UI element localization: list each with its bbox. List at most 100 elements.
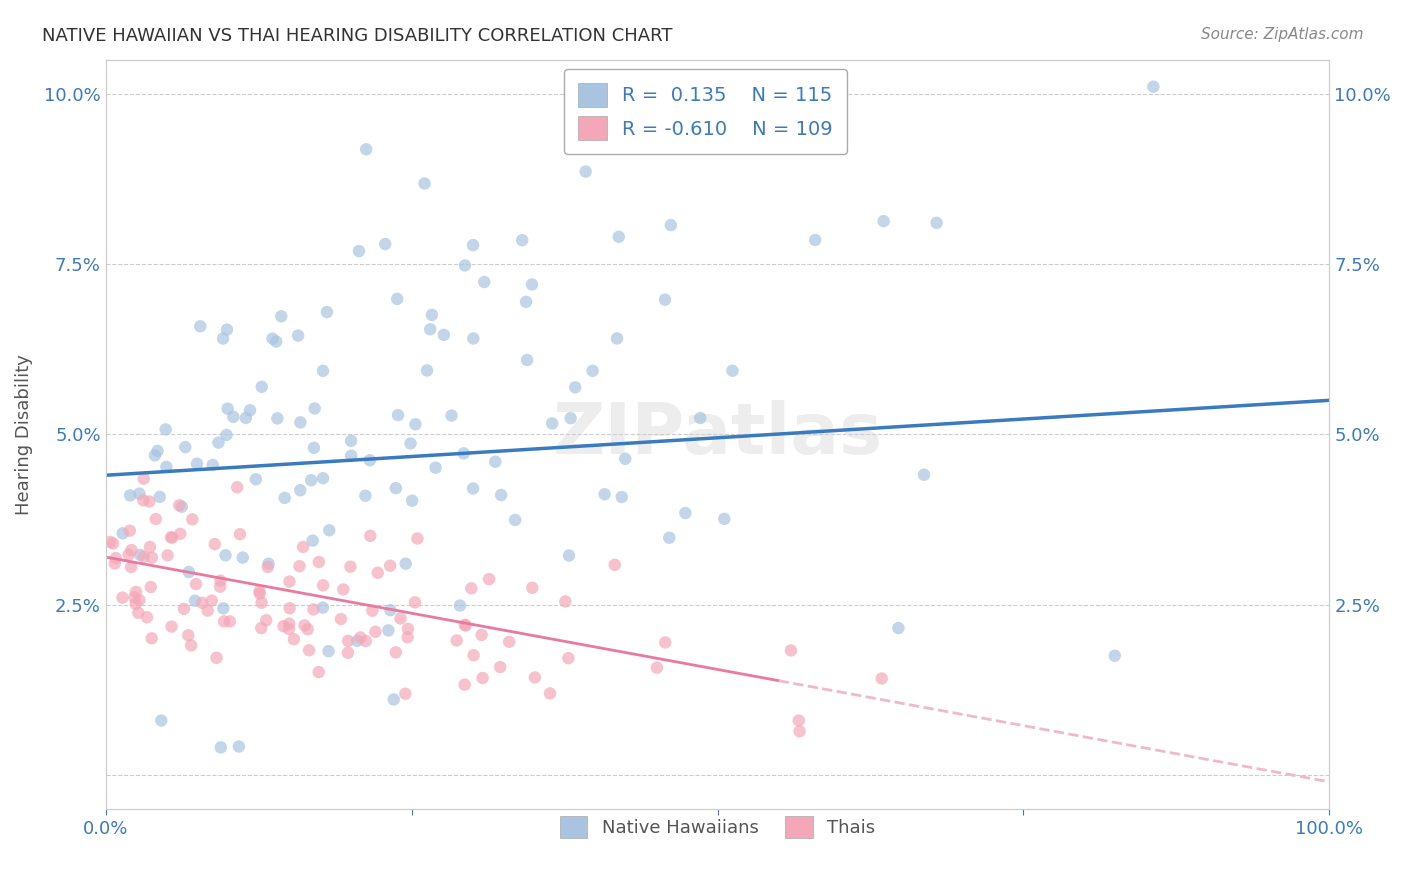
Point	[925, 216, 948, 230]
Point	[780, 643, 803, 657]
Point	[111, 526, 134, 541]
Point	[270, 310, 292, 324]
Point	[201, 593, 224, 607]
Point	[471, 671, 494, 685]
Point	[658, 531, 681, 545]
Point	[308, 665, 330, 679]
Point	[312, 364, 335, 378]
Point	[129, 548, 152, 562]
Point	[184, 593, 207, 607]
Point	[887, 621, 910, 635]
Point	[177, 565, 200, 579]
Point	[330, 612, 353, 626]
Point	[377, 624, 399, 638]
Point	[557, 651, 579, 665]
Point	[250, 596, 273, 610]
Point	[136, 610, 159, 624]
Point	[132, 472, 155, 486]
Point	[188, 319, 211, 334]
Point	[294, 618, 316, 632]
Point	[340, 449, 363, 463]
Point	[413, 177, 436, 191]
Point	[273, 619, 295, 633]
Point	[318, 644, 340, 658]
Point	[143, 449, 166, 463]
Point	[173, 602, 195, 616]
Point	[406, 532, 429, 546]
Point	[339, 559, 361, 574]
Point	[789, 724, 811, 739]
Point	[575, 164, 598, 178]
Point	[870, 672, 893, 686]
Point	[127, 606, 149, 620]
Point	[385, 292, 408, 306]
Point	[378, 558, 401, 573]
Point	[538, 686, 561, 700]
Point	[315, 305, 337, 319]
Point	[581, 364, 603, 378]
Point	[346, 633, 368, 648]
Point	[155, 459, 177, 474]
Point	[184, 577, 207, 591]
Point	[385, 645, 408, 659]
Point	[433, 327, 456, 342]
Point	[541, 417, 564, 431]
Point	[292, 540, 315, 554]
Point	[141, 632, 163, 646]
Legend: Native Hawaiians, Thais: Native Hawaiians, Thais	[553, 809, 883, 845]
Point	[419, 322, 441, 336]
Point	[603, 558, 626, 572]
Point	[336, 646, 359, 660]
Point	[138, 494, 160, 508]
Point	[139, 580, 162, 594]
Point	[523, 671, 546, 685]
Point	[404, 417, 426, 432]
Point	[101, 536, 124, 550]
Point	[214, 548, 236, 562]
Point	[1104, 648, 1126, 663]
Point	[226, 480, 249, 494]
Point	[232, 550, 254, 565]
Point	[463, 648, 485, 663]
Point	[520, 277, 543, 292]
Point	[510, 233, 533, 247]
Point	[659, 218, 682, 232]
Point	[460, 582, 482, 596]
Point	[912, 467, 935, 482]
Point	[156, 549, 179, 563]
Point	[804, 233, 827, 247]
Point	[399, 436, 422, 450]
Point	[222, 409, 245, 424]
Point	[235, 411, 257, 425]
Point	[607, 229, 630, 244]
Point	[312, 600, 335, 615]
Point	[503, 513, 526, 527]
Point	[395, 557, 418, 571]
Point	[170, 500, 193, 514]
Point	[197, 603, 219, 617]
Point	[149, 490, 172, 504]
Point	[304, 401, 326, 416]
Point	[382, 692, 405, 706]
Point	[554, 594, 576, 608]
Point	[872, 214, 894, 228]
Point	[472, 275, 495, 289]
Point	[454, 617, 477, 632]
Point	[463, 331, 485, 345]
Point	[367, 566, 389, 580]
Point	[297, 623, 319, 637]
Point	[332, 582, 354, 597]
Point	[364, 624, 387, 639]
Point	[614, 451, 637, 466]
Point	[278, 601, 301, 615]
Point	[489, 660, 512, 674]
Point	[278, 616, 301, 631]
Point	[121, 543, 143, 558]
Point	[498, 635, 520, 649]
Point	[132, 493, 155, 508]
Point	[181, 512, 204, 526]
Point	[610, 490, 633, 504]
Point	[484, 455, 506, 469]
Point	[387, 408, 409, 422]
Point	[374, 237, 396, 252]
